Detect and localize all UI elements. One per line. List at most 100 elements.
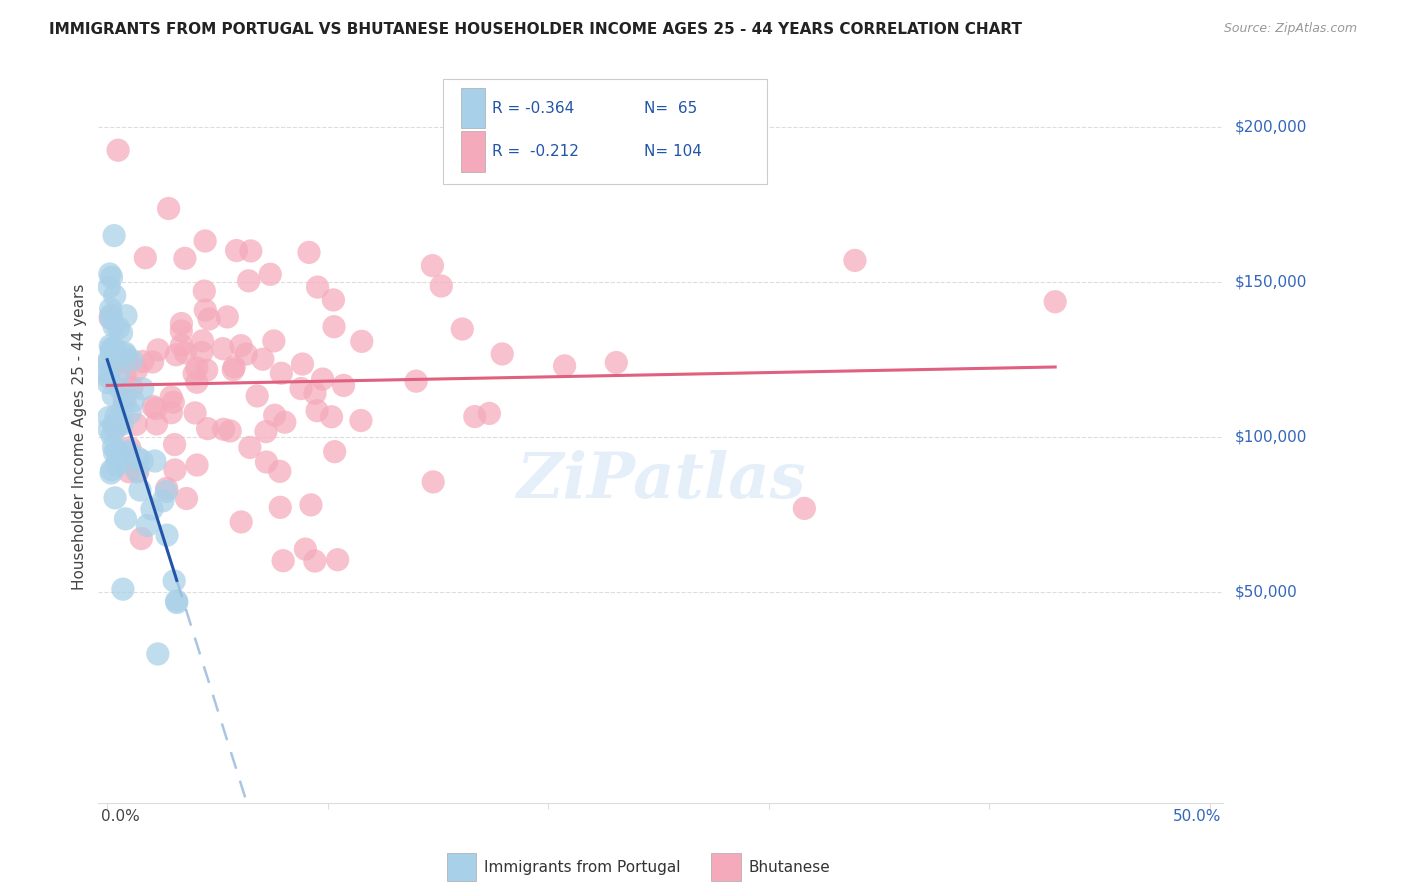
- Point: [235, 347, 257, 361]
- Point: [290, 382, 312, 396]
- Point: [269, 464, 291, 478]
- Point: [156, 528, 179, 542]
- Point: [304, 554, 326, 568]
- Point: [104, 491, 127, 505]
- Point: [174, 346, 197, 360]
- Point: [246, 389, 269, 403]
- Point: [183, 367, 205, 381]
- Point: [191, 334, 214, 348]
- Point: [98, 267, 121, 281]
- Point: [97, 370, 120, 384]
- Point: [125, 464, 148, 478]
- Point: [491, 347, 513, 361]
- Point: [332, 378, 354, 392]
- Point: [111, 403, 134, 417]
- Point: [127, 465, 149, 479]
- Point: [134, 251, 156, 265]
- Point: [163, 463, 186, 477]
- Point: [115, 351, 138, 366]
- Point: [270, 366, 292, 380]
- Point: [193, 284, 215, 298]
- Point: [103, 417, 125, 432]
- Point: [97, 376, 120, 390]
- Point: [294, 542, 316, 557]
- Point: [186, 376, 208, 390]
- Point: [157, 202, 180, 216]
- Point: [100, 344, 122, 359]
- Point: [145, 401, 167, 416]
- Point: [129, 483, 152, 497]
- Point: [132, 354, 155, 368]
- Point: [184, 406, 207, 420]
- Point: [422, 475, 444, 489]
- Point: [152, 493, 174, 508]
- Point: [307, 280, 329, 294]
- Point: [304, 386, 326, 401]
- Point: [430, 279, 453, 293]
- Point: [186, 458, 208, 472]
- Point: [212, 422, 235, 436]
- Point: [118, 441, 141, 455]
- Point: [793, 501, 815, 516]
- Point: [145, 417, 167, 431]
- Point: [107, 367, 129, 381]
- Point: [194, 303, 217, 318]
- Text: Bhutanese: Bhutanese: [748, 860, 831, 875]
- Point: [120, 406, 142, 420]
- Point: [127, 451, 149, 466]
- Point: [118, 465, 141, 479]
- Point: [263, 409, 285, 423]
- Point: [239, 441, 262, 455]
- Point: [160, 390, 183, 404]
- Point: [321, 409, 343, 424]
- Text: IMMIGRANTS FROM PORTUGAL VS BHUTANESE HOUSEHOLDER INCOME AGES 25 - 44 YEARS CORR: IMMIGRANTS FROM PORTUGAL VS BHUTANESE HO…: [49, 22, 1022, 37]
- Point: [125, 363, 148, 377]
- Point: [114, 348, 136, 362]
- Point: [405, 374, 427, 388]
- FancyBboxPatch shape: [461, 131, 485, 171]
- Text: Source: ZipAtlas.com: Source: ZipAtlas.com: [1223, 22, 1357, 36]
- Point: [217, 310, 239, 324]
- Point: [111, 417, 134, 432]
- Point: [176, 491, 198, 506]
- Point: [101, 428, 124, 442]
- Point: [156, 482, 179, 496]
- Point: [298, 245, 321, 260]
- Point: [269, 500, 291, 515]
- Point: [141, 502, 163, 516]
- Point: [173, 252, 195, 266]
- Point: [97, 357, 120, 371]
- Point: [105, 458, 128, 473]
- FancyBboxPatch shape: [461, 88, 485, 128]
- Point: [605, 355, 627, 369]
- Point: [114, 346, 136, 360]
- Point: [100, 308, 122, 322]
- Point: [163, 574, 186, 588]
- Point: [198, 312, 221, 326]
- Point: [170, 338, 193, 352]
- Text: N=  65: N= 65: [644, 101, 697, 116]
- Point: [252, 352, 274, 367]
- Point: [155, 484, 177, 499]
- Point: [170, 324, 193, 338]
- Point: [105, 443, 128, 458]
- Point: [98, 339, 121, 353]
- Point: [103, 341, 125, 355]
- Text: Immigrants from Portugal: Immigrants from Portugal: [484, 860, 681, 875]
- Text: ZiPatlas: ZiPatlas: [516, 450, 806, 512]
- Point: [146, 343, 169, 357]
- Point: [350, 413, 373, 427]
- Point: [114, 393, 136, 408]
- Point: [323, 444, 346, 458]
- Point: [142, 400, 165, 414]
- Point: [98, 423, 121, 437]
- Text: 0.0%: 0.0%: [101, 809, 139, 824]
- Point: [194, 234, 217, 248]
- Point: [103, 319, 125, 334]
- Text: $200,000: $200,000: [1234, 120, 1306, 135]
- Point: [222, 363, 245, 377]
- Point: [307, 403, 329, 417]
- Point: [191, 345, 214, 359]
- FancyBboxPatch shape: [711, 854, 741, 881]
- Point: [98, 280, 121, 294]
